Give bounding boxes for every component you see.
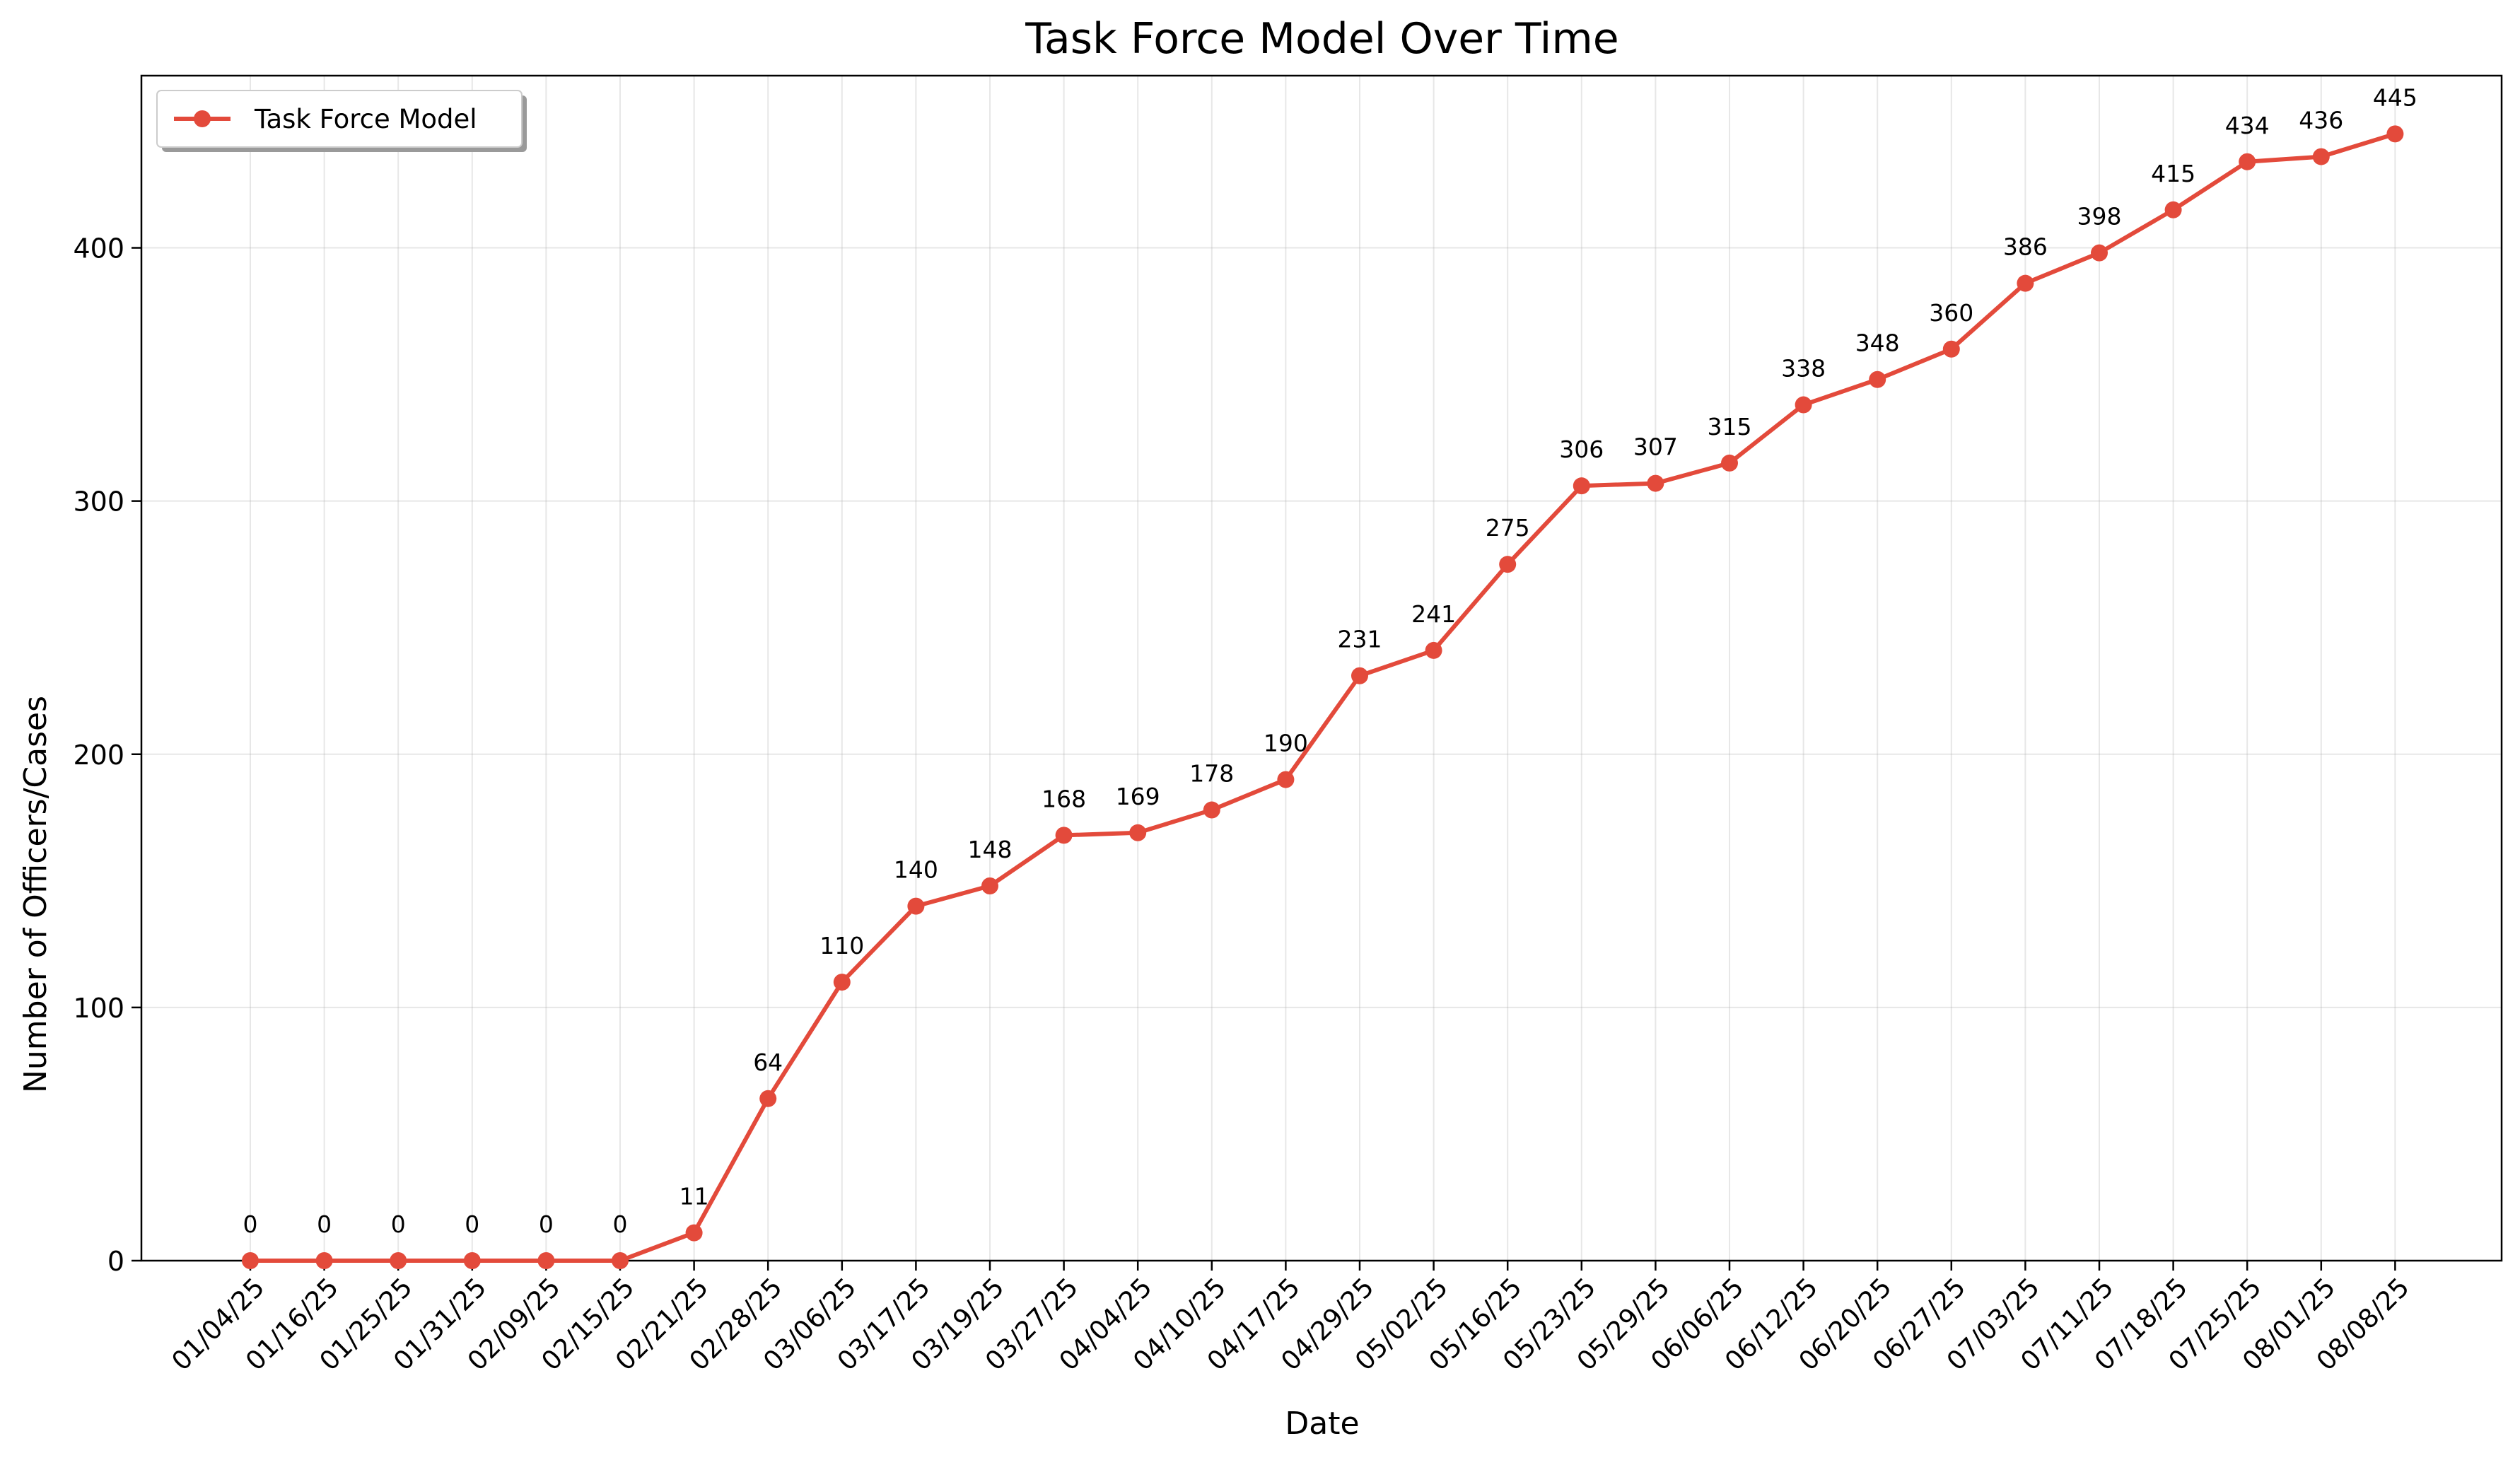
data-point — [759, 1090, 777, 1107]
plot-frame — [140, 74, 2503, 1262]
legend-entry: Task Force Model — [254, 104, 477, 134]
data-label: 110 — [819, 932, 864, 959]
y-tick-label: 200 — [73, 740, 124, 771]
data-point — [1203, 801, 1220, 819]
data-point — [537, 1252, 555, 1269]
data-label: 275 — [1486, 514, 1530, 542]
data-point — [2091, 244, 2108, 262]
data-label: 0 — [243, 1210, 258, 1238]
data-label: 306 — [1559, 436, 1604, 463]
data-point — [612, 1252, 629, 1269]
data-label: 64 — [753, 1049, 783, 1076]
y-tick-label: 0 — [107, 1246, 124, 1277]
data-labels: 0 0 0 0 0 0 11 64 110 140 148 168 169 178 190 231 241 275… — [243, 83, 2417, 1238]
legend-marker — [194, 110, 211, 127]
data-label: 169 — [1116, 783, 1160, 810]
data-label: 11 — [679, 1183, 709, 1210]
data-point — [242, 1252, 259, 1269]
data-point — [2386, 125, 2404, 143]
data-label: 0 — [539, 1210, 554, 1238]
data-label: 415 — [2151, 160, 2195, 187]
data-label: 398 — [2077, 203, 2122, 230]
data-point — [1647, 474, 1664, 492]
data-point — [1499, 556, 1517, 573]
data-point — [390, 1252, 407, 1269]
data-label: 315 — [1708, 413, 1752, 440]
data-label: 386 — [2003, 233, 2048, 261]
data-point — [981, 877, 998, 894]
data-label: 0 — [613, 1210, 628, 1238]
data-label: 231 — [1338, 626, 1382, 653]
legend: Task Force Model — [156, 90, 527, 152]
data-point — [833, 974, 851, 991]
data-label: 360 — [1929, 299, 1973, 327]
data-label: 241 — [1411, 600, 1456, 628]
data-point — [1795, 396, 1812, 414]
data-label: 178 — [1189, 760, 1234, 788]
data-point — [463, 1252, 481, 1269]
data-label: 148 — [968, 836, 1013, 863]
data-point — [1351, 667, 1368, 684]
data-point — [2312, 148, 2330, 165]
data-label: 307 — [1633, 433, 1678, 461]
data-label: 338 — [1781, 355, 1826, 383]
chart-title: Task Force Model Over Time — [1025, 14, 1618, 64]
data-point — [1425, 641, 1442, 659]
data-label: 445 — [2373, 83, 2417, 111]
series-line — [250, 132, 2396, 1263]
data-point — [1129, 824, 1147, 841]
y-tick-label: 300 — [73, 486, 124, 518]
data-point — [1721, 454, 1738, 472]
data-point — [1573, 477, 1590, 495]
data-label: 434 — [2225, 112, 2270, 139]
data-point — [907, 897, 925, 915]
data-point — [2164, 201, 2182, 218]
data-label: 348 — [1855, 329, 1900, 357]
legend-box — [156, 90, 523, 148]
data-point — [1942, 340, 1960, 358]
data-point — [685, 1224, 703, 1242]
x-axis-label: Date — [1285, 1406, 1359, 1442]
data-label: 190 — [1264, 730, 1308, 757]
data-label: 0 — [465, 1210, 479, 1238]
data-label: 0 — [391, 1210, 406, 1238]
data-label: 168 — [1042, 785, 1086, 812]
series-layer — [242, 125, 2404, 1269]
y-tick-label: 400 — [73, 233, 124, 264]
data-point — [1055, 827, 1073, 844]
data-point — [315, 1252, 333, 1269]
data-point — [1277, 771, 1295, 788]
data-point — [2239, 153, 2256, 170]
data-point — [1869, 370, 1886, 388]
y-tick-label: 100 — [73, 993, 124, 1024]
data-label: 0 — [317, 1210, 332, 1238]
data-label: 436 — [2299, 107, 2343, 134]
data-point — [2017, 274, 2034, 292]
data-label: 140 — [894, 856, 938, 884]
y-axis-label: Number of Officers/Cases — [18, 696, 54, 1093]
